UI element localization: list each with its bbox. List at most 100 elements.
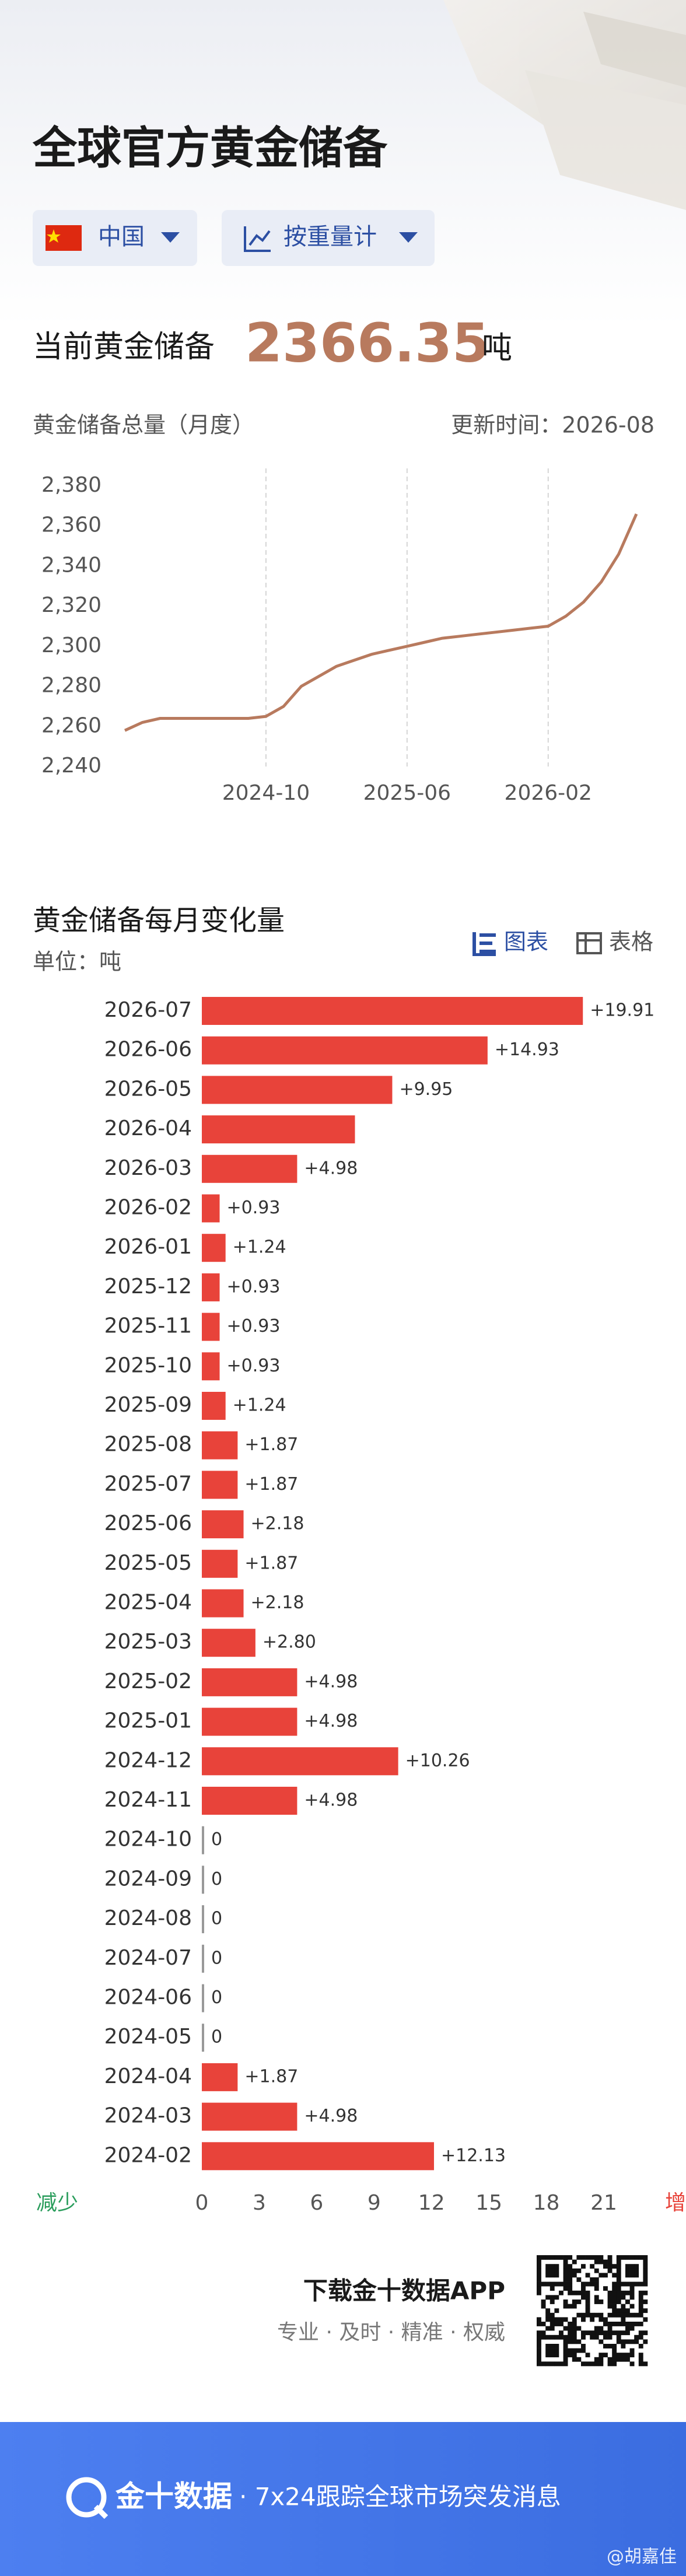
value-label: 0 <box>211 1987 222 2008</box>
bar <box>202 2102 298 2131</box>
qr-cell <box>572 2334 577 2340</box>
qr-cell <box>638 2300 643 2304</box>
table-tab[interactable]: 表格 <box>609 929 653 955</box>
qr-cell <box>607 2326 612 2331</box>
qr-cell <box>541 2334 546 2340</box>
qr-cell <box>581 2348 586 2353</box>
qr-cell <box>585 2290 590 2295</box>
bar <box>202 1036 488 1065</box>
value-label: 0 <box>211 2027 222 2048</box>
qr-cell <box>594 2312 599 2318</box>
value-label: +9.95 <box>399 1079 453 1100</box>
qr-cell <box>625 2290 630 2295</box>
brand-logo-tail <box>93 2504 108 2519</box>
qr-cell <box>621 2344 626 2348</box>
qr-cell <box>629 2286 635 2291</box>
qr-cell <box>612 2286 617 2291</box>
category-label: 2024-10 <box>104 1828 192 1852</box>
qr-cell <box>612 2304 617 2309</box>
qr-cell <box>550 2317 555 2322</box>
qr-cell <box>629 2290 635 2295</box>
bar <box>202 1629 256 1657</box>
qr-cell <box>541 2361 546 2367</box>
qr-cell <box>541 2281 546 2287</box>
qr-cell <box>612 2290 617 2295</box>
qr-cell <box>563 2273 568 2278</box>
qr-cell <box>594 2300 599 2304</box>
qr-cell <box>572 2268 577 2273</box>
measure-dropdown[interactable] <box>222 210 435 266</box>
qr-code[interactable] <box>533 2252 651 2370</box>
qr-cell <box>563 2281 568 2287</box>
qr-cell <box>545 2312 551 2318</box>
qr-cell <box>612 2353 617 2358</box>
chart-tab[interactable]: 图表 <box>504 929 548 955</box>
qr-cell <box>563 2339 568 2344</box>
value-label: +4.98 <box>304 1158 358 1178</box>
qr-cell <box>616 2273 621 2278</box>
x-tick-label: 18 <box>533 2191 560 2215</box>
qr-cell <box>585 2255 590 2260</box>
qr-cell <box>537 2317 541 2322</box>
qr-cell <box>585 2273 590 2278</box>
qr-cell <box>629 2353 635 2358</box>
qr-cell <box>590 2330 595 2336</box>
qr-cell <box>643 2255 648 2260</box>
qr-cell <box>643 2308 648 2314</box>
bar <box>202 1549 238 1578</box>
qr-cell <box>629 2281 635 2287</box>
qr-cell <box>568 2348 573 2353</box>
qr-cell <box>572 2339 577 2344</box>
line-chart-title: 黄金储备总量（月度） <box>33 412 254 438</box>
current-value: 2366.35 <box>245 312 489 374</box>
category-label: 2025-06 <box>104 1511 192 1535</box>
qr-cell <box>545 2255 551 2260</box>
qr-cell <box>563 2286 568 2291</box>
category-label: 2024-08 <box>104 1906 192 1930</box>
qr-cell <box>581 2281 586 2287</box>
qr-cell <box>603 2264 608 2269</box>
qr-cell <box>634 2255 639 2260</box>
qr-cell <box>585 2330 590 2336</box>
qr-cell <box>629 2264 635 2269</box>
qr-cell <box>643 2339 648 2344</box>
qr-cell <box>568 2286 573 2291</box>
category-label: 2026-04 <box>104 1116 192 1140</box>
bar <box>202 1352 220 1381</box>
qr-cell <box>559 2281 564 2287</box>
qr-cell <box>616 2312 621 2318</box>
category-label: 2024-07 <box>104 1946 192 1970</box>
qr-cell <box>590 2312 595 2318</box>
qr-cell <box>629 2295 635 2300</box>
qr-cell <box>576 2326 582 2331</box>
bar <box>202 2024 204 2052</box>
qr-cell <box>625 2312 630 2318</box>
qr-cell <box>550 2334 555 2340</box>
qr-cell <box>621 2290 626 2295</box>
x-tick-label: 9 <box>368 2191 381 2215</box>
qr-cell <box>607 2264 612 2269</box>
qr-cell <box>576 2255 582 2260</box>
qr-cell <box>563 2304 568 2309</box>
value-label: 0 <box>211 1869 222 1889</box>
qr-cell <box>638 2304 643 2309</box>
country-dropdown[interactable] <box>33 210 197 266</box>
qr-cell <box>607 2330 612 2336</box>
qr-cell <box>612 2357 617 2362</box>
qr-cell <box>612 2312 617 2318</box>
qr-cell <box>607 2255 612 2260</box>
y-tick-label: 2,320 <box>41 593 102 617</box>
bar-chart-title: 黄金储备每月变化量 <box>33 904 285 937</box>
qr-cell <box>563 2334 568 2340</box>
qr-cell <box>594 2259 599 2264</box>
bar <box>202 1826 204 1854</box>
value-label: 0 <box>211 1909 222 1929</box>
bar <box>202 2142 434 2171</box>
qr-cell <box>550 2295 555 2300</box>
qr-cell <box>554 2353 559 2358</box>
category-label: 2026-05 <box>104 1077 192 1101</box>
qr-cell <box>550 2344 555 2348</box>
bar <box>202 1312 220 1341</box>
value-label: +0.93 <box>227 1356 281 1376</box>
